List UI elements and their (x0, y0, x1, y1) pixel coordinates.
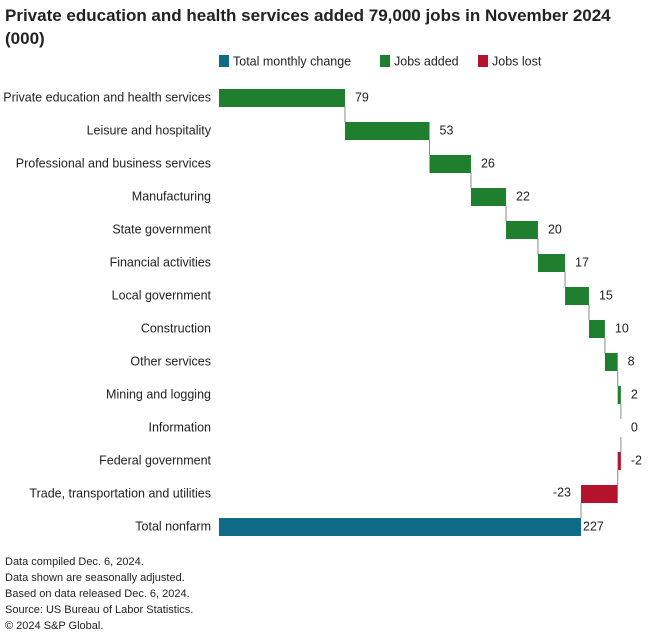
value-label: 15 (599, 288, 613, 302)
value-label: 26 (481, 156, 495, 170)
category-label: Construction (141, 321, 211, 335)
category-label: Private education and health services (3, 90, 211, 104)
legend-label: Jobs lost (492, 54, 542, 68)
bar (429, 155, 471, 173)
category-label: Financial activities (110, 255, 211, 269)
category-label: State government (112, 222, 211, 236)
category-label: Federal government (99, 453, 211, 467)
footnote: Data shown are seasonally adjusted. (5, 572, 185, 584)
bar (506, 221, 538, 239)
bar (588, 320, 605, 338)
value-label: 20 (548, 222, 562, 236)
bar (581, 485, 618, 503)
footnote: Source: US Bureau of Labor Statistics. (5, 604, 193, 616)
bar (470, 188, 507, 206)
category-label: Manufacturing (132, 189, 211, 203)
value-label: 53 (440, 123, 454, 137)
footnote: Based on data released Dec. 6, 2024. (5, 588, 190, 600)
category-label: Total nonfarm (135, 519, 211, 533)
bar (565, 287, 589, 305)
legend-swatch (219, 55, 229, 67)
bar (537, 254, 566, 272)
legend-swatch (478, 55, 488, 67)
value-label: 8 (628, 354, 635, 368)
value-label: 227 (583, 519, 604, 533)
category-label: Leisure and hospitality (87, 123, 212, 137)
value-label: -2 (631, 453, 642, 467)
value-label: 0 (631, 420, 638, 434)
legend-label: Total monthly change (233, 54, 351, 68)
bar (617, 452, 621, 470)
bar (344, 122, 430, 140)
category-label: Local government (112, 288, 212, 302)
legend-swatch (380, 55, 390, 67)
value-label: 10 (615, 321, 629, 335)
value-label: 22 (516, 189, 530, 203)
chart-title: Private education and health services ad… (5, 6, 611, 48)
legend-label: Jobs added (394, 54, 459, 68)
value-label: -23 (553, 485, 571, 499)
total-bar (219, 518, 581, 536)
category-label: Trade, transportation and utilities (29, 486, 211, 500)
category-label: Professional and business services (16, 156, 211, 170)
bar (617, 386, 621, 404)
category-label: Other services (130, 354, 211, 368)
value-label: 2 (631, 387, 638, 401)
value-label: 79 (355, 90, 369, 104)
footnote: Data compiled Dec. 6, 2024. (5, 556, 144, 568)
bar (604, 353, 618, 371)
category-label: Information (148, 420, 211, 434)
footnote: © 2024 S&P Global. (5, 620, 103, 632)
category-label: Mining and logging (106, 387, 211, 401)
value-label: 17 (575, 255, 589, 269)
bar (219, 89, 345, 107)
